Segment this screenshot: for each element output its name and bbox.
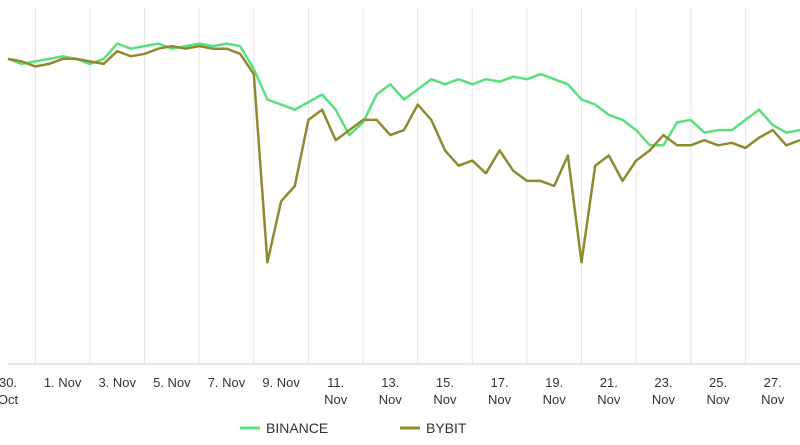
x-tick-label: 13. Nov [379,375,403,407]
x-tick-label-line: 9. Nov [262,375,300,390]
legend-item-binance[interactable]: BINANCE [240,420,328,436]
x-tick-label-line: 17. [491,375,509,390]
series-lines [7,42,800,264]
x-tick-label-line: 15. [436,375,454,390]
legend-label: BINANCE [266,420,328,436]
x-tick-label-line: Nov [597,392,621,407]
x-tick-label-line: Nov [761,392,785,407]
x-tick-label-line: Nov [379,392,403,407]
x-tick-label: 1. Nov [44,375,82,390]
x-tick-label-line: 3. Nov [98,375,136,390]
x-tick-label-line: Nov [488,392,512,407]
x-tick-label: 9. Nov [262,375,300,390]
x-tick-label: 7. Nov [208,375,246,390]
x-tick-label-line: 13. [381,375,399,390]
x-tick-label: 27. Nov [761,375,785,407]
x-tick-label-line: 5. Nov [153,375,191,390]
x-tick-label-line: 23. [654,375,672,390]
x-tick-label-line: 7. Nov [208,375,246,390]
series-line-bybit [7,44,800,264]
x-tick-label-line: 27. [764,375,782,390]
x-tick-label-line: Nov [324,392,348,407]
legend[interactable]: BINANCE BYBIT [240,420,467,436]
x-tick-label: 15. Nov [433,375,457,407]
x-tick-label-line: Nov [652,392,676,407]
x-tick-label-line: Nov [433,392,457,407]
gridlines [8,8,800,365]
x-tick-label-line: Nov [543,392,567,407]
x-tick-label-line: 30. [0,375,17,390]
legend-label: BYBIT [426,420,467,436]
x-tick-label: 5. Nov [153,375,191,390]
x-tick-label: 21. Nov [597,375,621,407]
x-tick-label-line: Oct [0,392,18,407]
x-tick-label-line: 11. [327,375,344,390]
x-tick-label: 19. Nov [543,375,567,407]
x-tick-label-line: 25. [709,375,727,390]
x-tick-label-line: 1. Nov [44,375,82,390]
x-tick-label: 3. Nov [98,375,136,390]
x-tick-label: 30. Oct [0,375,18,407]
x-tick-label-line: 21. [600,375,618,390]
x-tick-label-line: 19. [545,375,563,390]
x-tick-label-line: Nov [707,392,731,407]
x-axis-ticks: 30. Oct 1. Nov 3. Nov 5. Nov 7. Nov 9. Nov 11. N… [0,375,785,407]
x-tick-label: 17. Nov [488,375,512,407]
x-tick-label: 23. Nov [652,375,676,407]
legend-item-bybit[interactable]: BYBIT [400,420,467,436]
x-tick-label: 25. Nov [707,375,731,407]
x-tick-label: 11. Nov [324,375,348,407]
